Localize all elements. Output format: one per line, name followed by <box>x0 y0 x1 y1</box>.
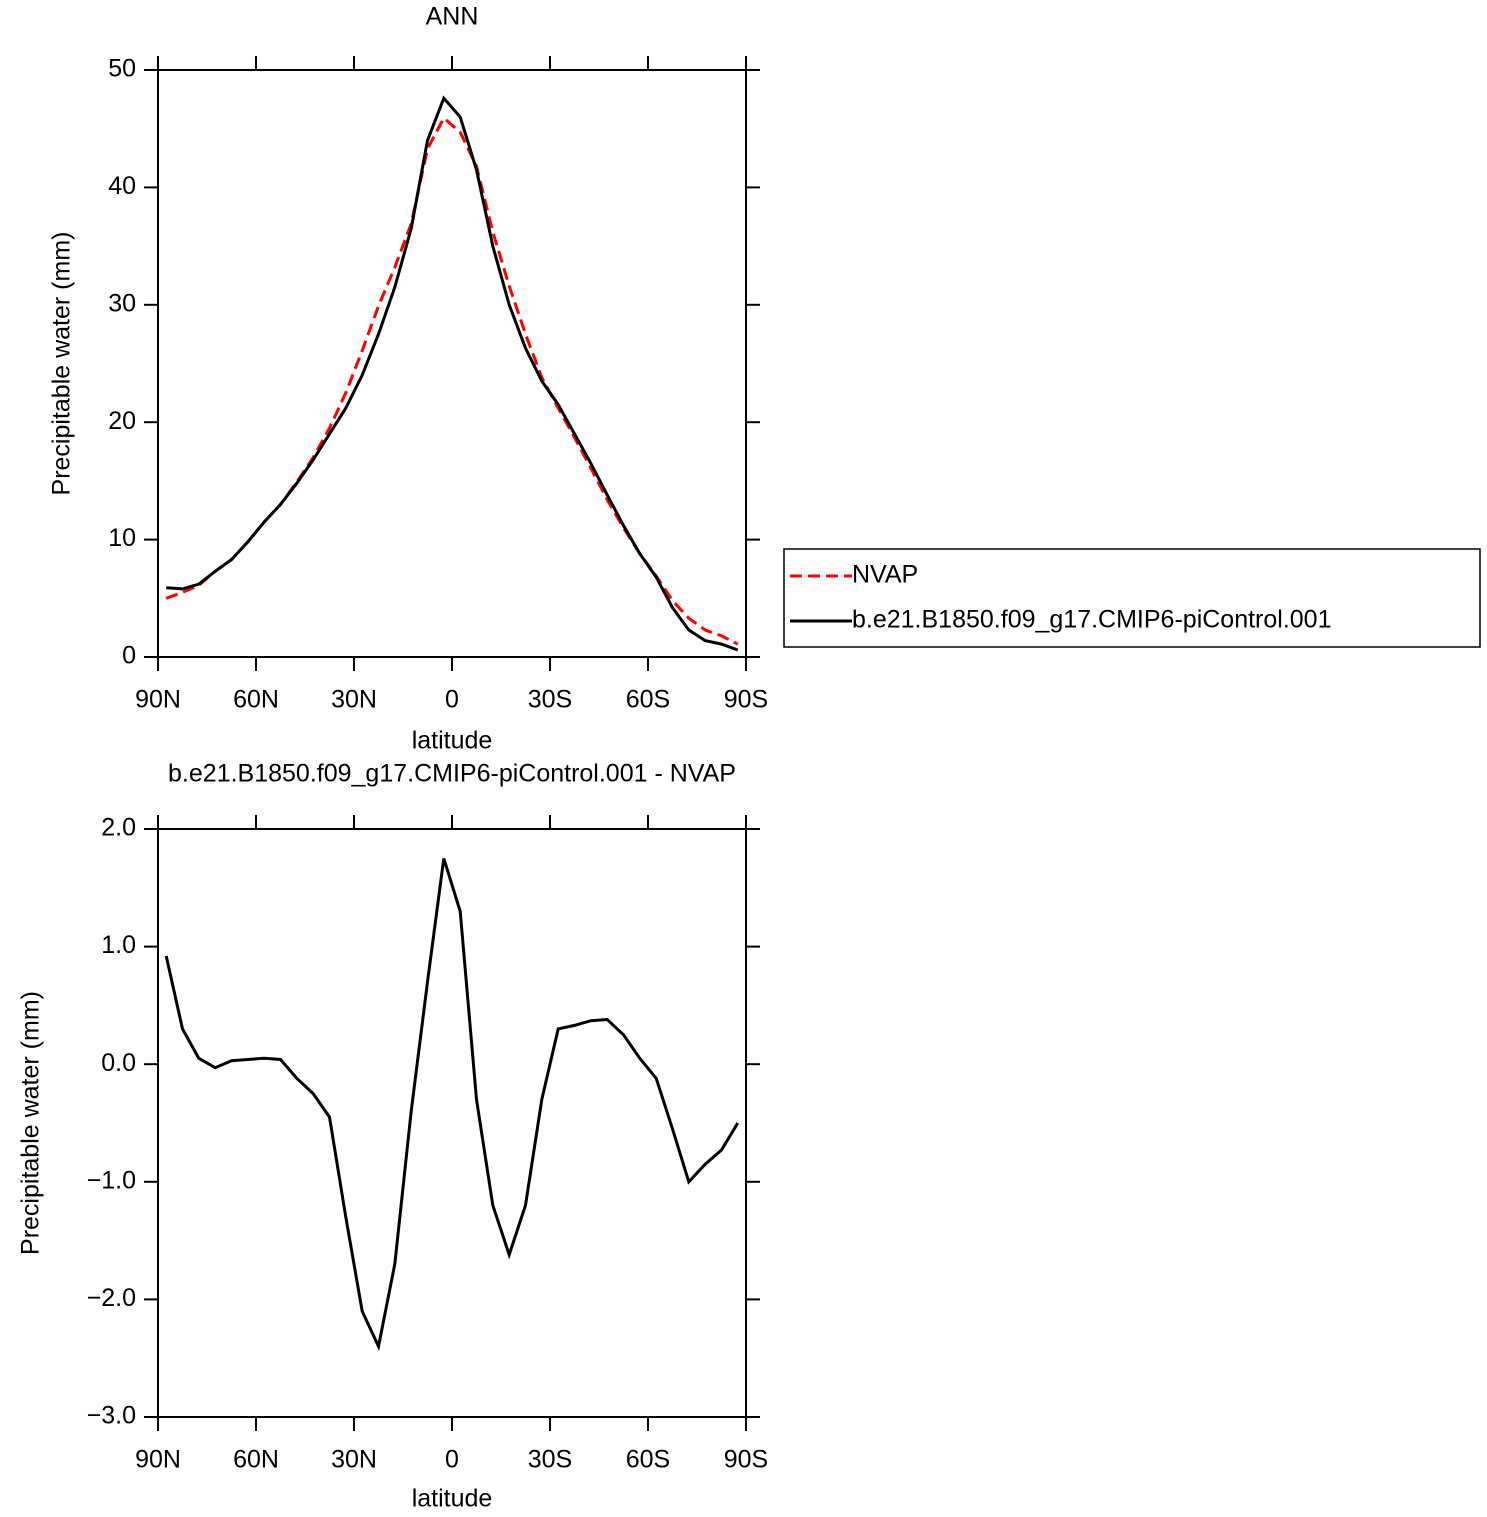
data-line <box>164 857 740 1352</box>
x-tick-label: 90S <box>724 686 768 714</box>
x-tick-label: 30S <box>528 686 572 714</box>
x-tick-label: 60N <box>233 1446 279 1474</box>
chart-title: ANN <box>426 3 479 31</box>
x-axis-label: latitude <box>412 727 493 755</box>
y-tick-label: −2.0 <box>87 1284 136 1312</box>
y-tick-label: 1.0 <box>101 931 136 959</box>
x-tick-label: 0 <box>445 686 459 714</box>
y-tick-label: −1.0 <box>87 1166 136 1194</box>
y-tick-label: 20 <box>108 407 136 435</box>
y-tick-label: 2.0 <box>101 814 136 842</box>
y-tick-label: 40 <box>108 172 136 200</box>
legend-box <box>783 548 1481 648</box>
plot-frame <box>157 69 747 658</box>
y-tick-label: 50 <box>108 55 136 83</box>
data-line <box>165 115 739 646</box>
x-axis-label: latitude <box>412 1485 493 1513</box>
x-tick-label: 90N <box>135 1446 181 1474</box>
x-tick-label: 30N <box>331 686 377 714</box>
y-axis-label: Precipitable water (mm) <box>17 991 45 1255</box>
x-tick-label: 60N <box>233 686 279 714</box>
x-tick-label: 30N <box>331 1446 377 1474</box>
x-tick-label: 90N <box>135 686 181 714</box>
y-tick-label: 10 <box>108 524 136 552</box>
legend-label: NVAP <box>852 561 918 589</box>
y-tick-label: 0 <box>122 642 136 670</box>
x-tick-label: 0 <box>445 1446 459 1474</box>
y-tick-label: −3.0 <box>87 1402 136 1430</box>
legend-label: b.e21.B1850.f09_g17.CMIP6-piControl.001 <box>852 606 1332 634</box>
data-line <box>166 95 739 652</box>
y-tick-label: 30 <box>108 289 136 317</box>
x-tick-label: 60S <box>626 1446 670 1474</box>
x-tick-label: 90S <box>724 1446 768 1474</box>
y-tick-label: 0.0 <box>101 1049 136 1077</box>
x-tick-label: 60S <box>626 686 670 714</box>
y-axis-label: Precipitable water (mm) <box>48 232 76 496</box>
plot-frame <box>157 828 747 1418</box>
x-tick-label: 30S <box>528 1446 572 1474</box>
chart-title: b.e21.B1850.f09_g17.CMIP6-piControl.001 … <box>168 760 736 788</box>
